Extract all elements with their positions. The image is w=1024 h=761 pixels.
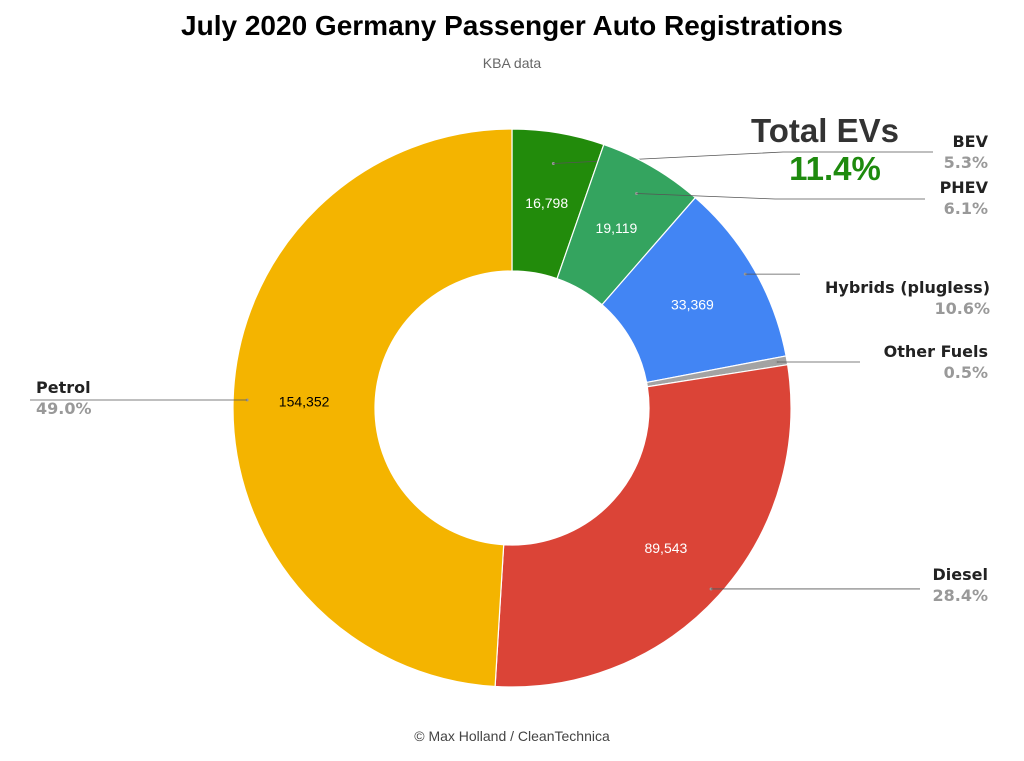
category-label-hybrids-plugless: Hybrids (plugless) [825, 278, 990, 297]
category-label-diesel: Diesel [933, 565, 988, 584]
chart-subtitle: KBA data [482, 55, 542, 71]
category-label-other-fuels: Other Fuels [884, 342, 988, 361]
footer-credit: © Max Holland / CleanTechnica [414, 728, 610, 744]
value-label-bev: 16,798 [525, 195, 568, 211]
percent-label-phev: 6.1% [944, 199, 988, 218]
total-evs-value: 11.4% [789, 150, 881, 187]
slice-petrol [232, 128, 513, 688]
leader-line-phev [636, 193, 925, 200]
percent-label-hybrids-plugless: 10.6% [934, 299, 990, 318]
category-label-petrol: Petrol [36, 378, 91, 397]
percent-label-other-fuels: 0.5% [944, 363, 988, 382]
total-evs-label: Total EVs [751, 112, 899, 149]
percent-label-petrol: 49.0% [36, 399, 92, 418]
value-label-phev: 19,119 [596, 220, 638, 236]
slice-diesel [494, 364, 792, 688]
percent-label-diesel: 28.4% [932, 586, 988, 605]
value-label-petrol: 154,352 [279, 394, 330, 410]
category-label-bev: BEV [952, 132, 988, 151]
value-label-hybrids-plugless: 33,369 [671, 296, 714, 312]
percent-label-bev: 5.3% [944, 153, 988, 172]
category-label-phev: PHEV [940, 178, 989, 197]
value-label-diesel: 89,543 [644, 540, 687, 556]
chart-title: July 2020 Germany Passenger Auto Registr… [181, 10, 843, 41]
